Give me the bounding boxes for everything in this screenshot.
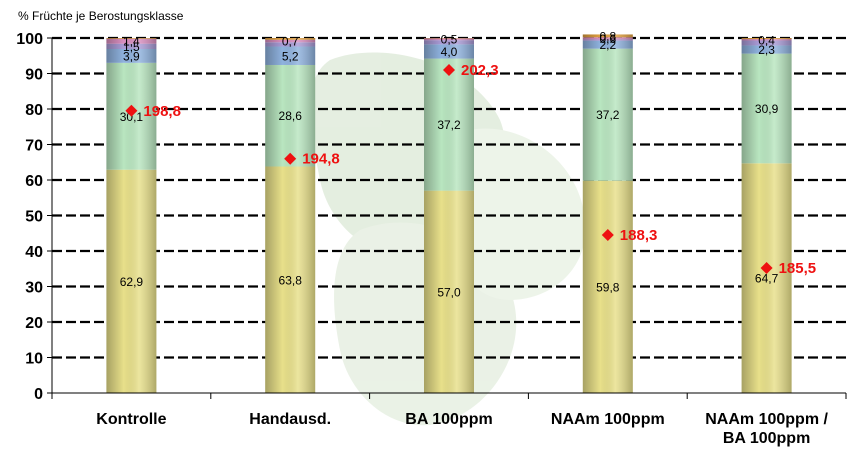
bar-segment-shade xyxy=(106,169,157,393)
bar-segment-shade xyxy=(106,43,157,50)
bar-segment-shade xyxy=(265,39,316,43)
category-label: NAAm 100ppm / BA 100ppm xyxy=(705,411,828,447)
segment-label: 28,6 xyxy=(279,109,303,123)
segment-label: 5,2 xyxy=(282,49,299,63)
segment-label: 30,1 xyxy=(120,110,144,124)
segment-label: 37,2 xyxy=(596,108,620,122)
category-label: Kontrolle xyxy=(96,411,166,428)
bar-segment-shade xyxy=(582,37,633,40)
segment-label: 63,8 xyxy=(279,273,303,287)
segment-label: 0,7 xyxy=(282,35,299,49)
segment-label: 0,6 xyxy=(599,32,616,46)
segment-label: 59,8 xyxy=(596,280,620,294)
marker-point xyxy=(284,152,297,165)
segment-labels: 62,9 30,1 3,91,51,4 63,8 28,6 5,20,7 57,0 37,2 4… xyxy=(120,29,779,299)
y-tick-label: 80 xyxy=(25,102,43,119)
bar-segment-shade xyxy=(582,39,633,41)
bar-segment-shade xyxy=(741,38,792,40)
marker-point xyxy=(443,63,455,76)
segment-label: 62,9 xyxy=(120,275,144,289)
bar-segment-shade xyxy=(582,40,633,49)
segment-label: 0,8 xyxy=(599,29,616,43)
segment-label: 3,9 xyxy=(123,49,140,63)
y-tick-label: 10 xyxy=(25,351,43,368)
marker-point xyxy=(601,229,614,242)
bar-segment-shade xyxy=(741,53,792,164)
bar-segment-shade xyxy=(265,166,316,393)
segment-label: 64,7 xyxy=(755,272,779,286)
y-axis: 0 10 20 30 40 50 60 70 80 90 100 xyxy=(16,31,53,403)
marker-label: 202,3 xyxy=(461,62,499,79)
y-tick-label: 70 xyxy=(25,138,43,155)
bar-segment-shade xyxy=(424,58,474,191)
bars xyxy=(106,34,792,393)
bar-segment-shade xyxy=(424,38,474,41)
bar-segment-shade xyxy=(741,45,792,54)
segment-label: 2,2 xyxy=(599,38,616,52)
y-tick-label: 0 xyxy=(34,386,43,403)
category-label: NAAm 100ppm xyxy=(551,411,665,428)
marker-label: 185,5 xyxy=(779,260,817,277)
bar-segment-shade xyxy=(106,49,157,63)
category-label: BA 100ppm xyxy=(405,411,492,428)
bar-segment-shade xyxy=(265,42,316,47)
category-label: Handausd. xyxy=(249,411,331,428)
y-tick-label: 100 xyxy=(16,31,43,48)
y-tick-label: 60 xyxy=(25,173,43,190)
marker-point xyxy=(125,104,138,117)
bar-segment-shade xyxy=(424,44,474,59)
marker-label: 188,3 xyxy=(620,227,658,244)
bar-segment-shade xyxy=(582,180,633,393)
y-tick-label: 50 xyxy=(25,209,43,226)
bar-segment-shade xyxy=(424,190,474,393)
y-tick-label: 40 xyxy=(25,244,43,261)
y-tick-label: 90 xyxy=(25,67,43,84)
bar-segment-shade xyxy=(582,48,633,181)
segment-label: 1,4 xyxy=(123,35,140,49)
bar-segment-shade xyxy=(582,34,633,38)
marker-label: 198,8 xyxy=(143,103,181,120)
bar-segment-shade xyxy=(106,38,157,39)
segment-label: 37,2 xyxy=(437,118,461,132)
y-axis-title: % Früchte je Berostungsklasse xyxy=(18,9,184,23)
y-tick-label: 20 xyxy=(25,315,43,332)
segment-label: 1,5 xyxy=(123,40,140,54)
y-tick-label: 30 xyxy=(25,280,43,297)
segment-label: 0,5 xyxy=(441,33,458,47)
bar-segment-shade xyxy=(265,64,316,167)
bar-segment-shade xyxy=(741,39,792,41)
marker-label: 194,8 xyxy=(302,151,340,168)
bar-segment-shade xyxy=(106,38,157,44)
bar-segment-shade xyxy=(265,38,316,40)
value-markers: 198,8 194,8 202,3 188,3 185,5 xyxy=(125,62,816,277)
bar-segment-shade xyxy=(424,40,474,45)
bar-segment-shade xyxy=(741,40,792,46)
segment-label: 30,9 xyxy=(755,102,779,116)
segment-label: 2,3 xyxy=(758,43,775,57)
segment-label: 4,0 xyxy=(441,45,458,59)
bar-segment-shade xyxy=(265,46,316,65)
marker-point xyxy=(760,262,773,275)
segment-label: 0,4 xyxy=(758,33,775,47)
x-axis: Kontrolle Handausd. BA 100ppm NAAm 100ppm NA… xyxy=(51,392,847,447)
bar-segment-shade xyxy=(741,163,792,393)
segment-label: 57,0 xyxy=(437,285,461,299)
